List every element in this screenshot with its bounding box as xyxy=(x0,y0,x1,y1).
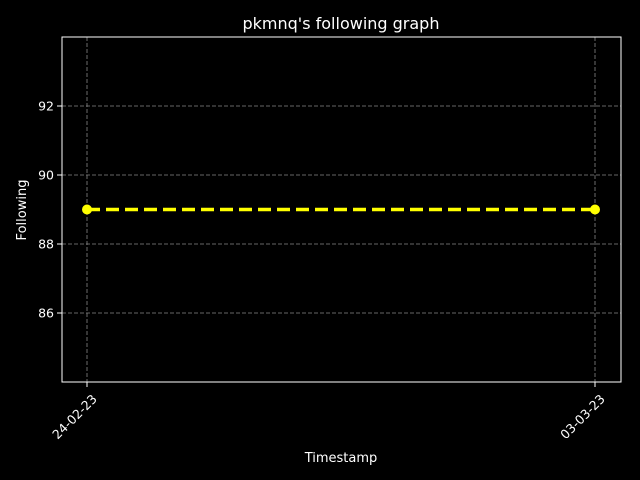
y-tick-label: 88 xyxy=(38,237,54,252)
data-point xyxy=(590,204,600,215)
plot-area-frame xyxy=(61,36,622,383)
chart-title: pkmnq's following graph xyxy=(243,14,440,33)
y-tick-label: 92 xyxy=(38,99,54,114)
y-axis-label: Following xyxy=(15,180,30,241)
x-axis-label: Timestamp xyxy=(304,451,378,466)
series-following xyxy=(82,204,600,215)
y-axis-ticks: 86 88 90 92 xyxy=(38,99,62,321)
y-tick-label: 86 xyxy=(38,306,54,321)
grid-lines xyxy=(62,37,621,382)
data-point xyxy=(82,204,92,215)
y-tick-label: 90 xyxy=(38,168,54,183)
